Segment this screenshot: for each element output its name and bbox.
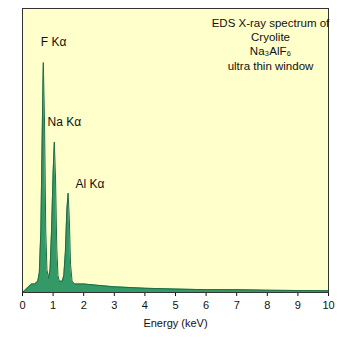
svg-text:Al Kα: Al Kα	[75, 177, 104, 191]
svg-text:EDS X-ray spectrum ofCryoliteN: EDS X-ray spectrum ofCryoliteNa₃AlF₆ultr…	[212, 17, 330, 72]
svg-text:8: 8	[264, 299, 270, 311]
svg-text:1: 1	[50, 299, 56, 311]
svg-text:9: 9	[295, 299, 301, 311]
svg-text:0: 0	[19, 299, 25, 311]
svg-text:5: 5	[172, 299, 178, 311]
svg-text:Na Kα: Na Kα	[48, 115, 82, 129]
svg-text:F Kα: F Kα	[41, 35, 67, 49]
svg-text:3: 3	[111, 299, 117, 311]
svg-text:7: 7	[234, 299, 240, 311]
svg-text:Energy (keV): Energy (keV)	[143, 317, 207, 329]
svg-text:2: 2	[81, 299, 87, 311]
svg-text:6: 6	[203, 299, 209, 311]
svg-text:10: 10	[322, 299, 334, 311]
svg-text:4: 4	[142, 299, 148, 311]
